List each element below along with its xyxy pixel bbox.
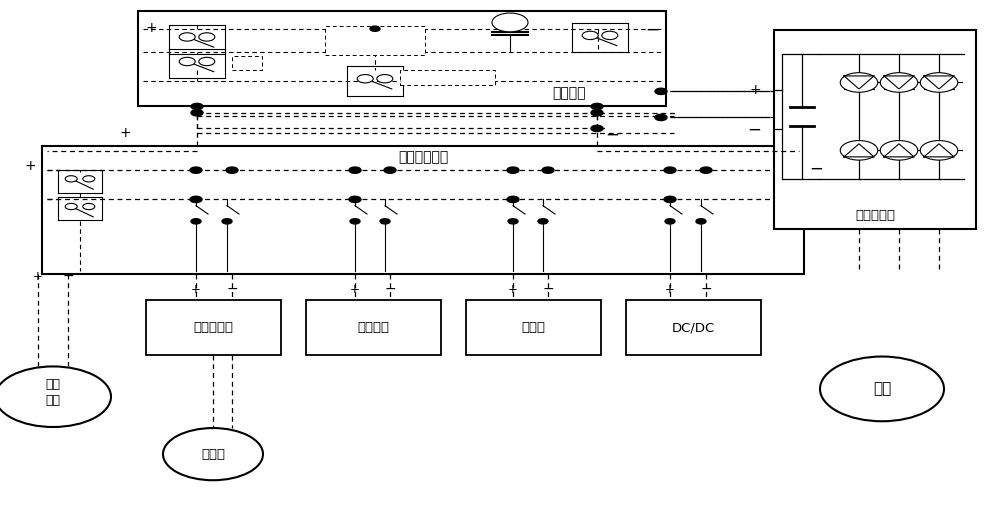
Text: 电源分配单元: 电源分配单元	[398, 151, 448, 164]
Circle shape	[591, 110, 603, 116]
Circle shape	[350, 219, 360, 224]
Text: 电机: 电机	[873, 382, 891, 396]
Circle shape	[83, 176, 95, 182]
Text: −: −	[809, 159, 823, 177]
Text: +: +	[350, 283, 360, 296]
Circle shape	[700, 167, 712, 173]
Circle shape	[222, 219, 232, 224]
Circle shape	[696, 219, 706, 224]
Circle shape	[191, 103, 203, 110]
Circle shape	[191, 110, 203, 116]
Bar	[306, 300, 440, 355]
Circle shape	[190, 196, 202, 203]
Circle shape	[199, 57, 215, 66]
Circle shape	[840, 73, 878, 92]
Circle shape	[0, 366, 111, 427]
Circle shape	[370, 26, 380, 31]
Circle shape	[591, 125, 603, 132]
Circle shape	[820, 357, 944, 421]
Bar	[232, 56, 262, 70]
Circle shape	[538, 219, 548, 224]
Circle shape	[384, 167, 396, 173]
Bar	[466, 300, 600, 355]
Circle shape	[380, 219, 390, 224]
Text: 电机控制器: 电机控制器	[855, 209, 895, 222]
Circle shape	[65, 176, 77, 182]
Circle shape	[840, 140, 878, 160]
Circle shape	[542, 167, 554, 173]
Bar	[146, 300, 280, 355]
Circle shape	[199, 33, 215, 41]
Text: −: −	[62, 269, 74, 283]
Text: 动力电池: 动力电池	[553, 87, 586, 100]
Circle shape	[582, 31, 598, 40]
Circle shape	[920, 73, 958, 92]
Text: +: +	[665, 283, 675, 296]
Circle shape	[83, 204, 95, 210]
Circle shape	[190, 167, 202, 173]
Text: −: −	[700, 282, 712, 296]
Text: +: +	[24, 159, 36, 173]
Text: −: −	[645, 21, 659, 39]
Circle shape	[349, 196, 361, 203]
Circle shape	[655, 88, 667, 94]
Circle shape	[655, 114, 667, 121]
Text: +: +	[508, 283, 518, 296]
Text: 加热器: 加热器	[521, 321, 545, 334]
Text: −: −	[747, 121, 761, 138]
Text: 车载充电机: 车载充电机	[193, 321, 233, 334]
Circle shape	[508, 219, 518, 224]
Circle shape	[507, 196, 519, 203]
Circle shape	[880, 140, 918, 160]
Circle shape	[665, 219, 675, 224]
Text: −: −	[226, 282, 238, 296]
Text: −: −	[384, 282, 396, 296]
Circle shape	[507, 167, 519, 173]
Circle shape	[163, 428, 263, 480]
Bar	[42, 146, 804, 274]
Circle shape	[664, 196, 676, 203]
Bar	[138, 11, 666, 106]
Circle shape	[920, 140, 958, 160]
Text: +: +	[119, 126, 131, 140]
Circle shape	[664, 167, 676, 173]
Text: +: +	[749, 83, 761, 97]
Circle shape	[226, 167, 238, 173]
Text: 高压空调: 高压空调	[357, 321, 389, 334]
Text: −: −	[542, 282, 554, 296]
Text: +: +	[33, 270, 43, 283]
Bar	[325, 26, 425, 55]
Text: +: +	[191, 283, 201, 296]
Circle shape	[492, 13, 528, 32]
Text: DC/DC: DC/DC	[671, 321, 715, 334]
Circle shape	[357, 75, 373, 83]
Circle shape	[602, 31, 618, 40]
Circle shape	[179, 57, 195, 66]
Bar	[400, 70, 495, 85]
Circle shape	[880, 73, 918, 92]
Circle shape	[65, 204, 77, 210]
Bar	[626, 300, 761, 355]
Circle shape	[377, 75, 393, 83]
Circle shape	[591, 103, 603, 110]
Circle shape	[179, 33, 195, 41]
Text: −: −	[605, 126, 619, 144]
Circle shape	[349, 167, 361, 173]
Circle shape	[191, 219, 201, 224]
Bar	[774, 30, 976, 229]
Text: 慢充口: 慢充口	[201, 448, 225, 460]
Text: 快充
接口: 快充 接口	[46, 378, 60, 407]
Text: +: +	[145, 21, 157, 35]
